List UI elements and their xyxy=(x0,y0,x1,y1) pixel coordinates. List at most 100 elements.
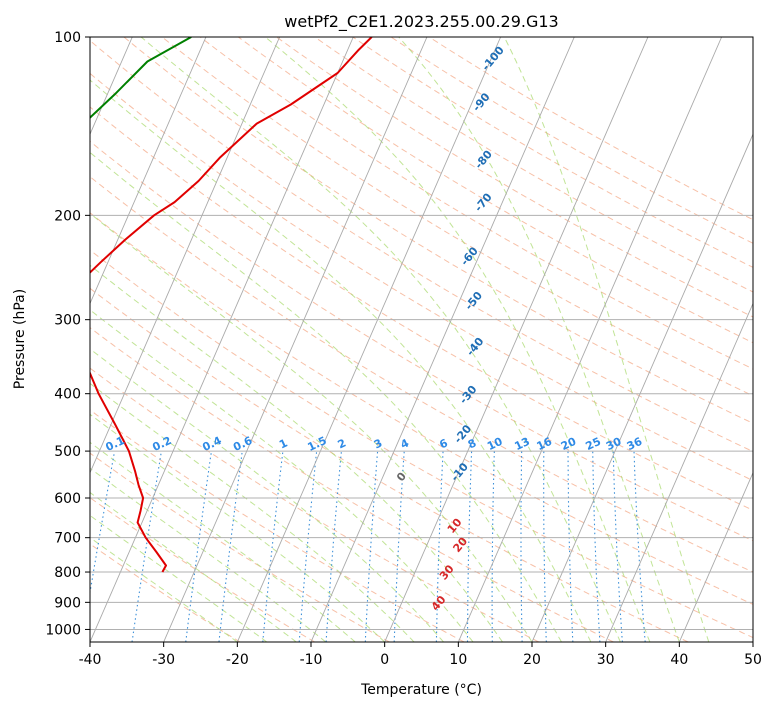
dry-adiabat xyxy=(90,106,753,511)
isotherm-line xyxy=(531,133,753,642)
moist-adiabat xyxy=(90,536,238,642)
dry-adiabat xyxy=(90,140,753,542)
data-series xyxy=(90,37,373,573)
mixing-ratio-line xyxy=(633,451,646,642)
dry-adiabat xyxy=(90,212,753,605)
isotherm-line xyxy=(90,37,207,305)
plot-frame xyxy=(89,36,754,643)
mixing-ratio-label: 6 xyxy=(437,436,450,451)
temperature-profile-line xyxy=(90,37,373,573)
moist-adiabat-label: -90 xyxy=(470,90,493,114)
moist-adiabat xyxy=(90,382,415,642)
mixing-ratio-label: 20 xyxy=(559,435,579,453)
dry-adiabat xyxy=(90,287,689,642)
mixing-ratio-line xyxy=(466,451,473,642)
moist-adiabat xyxy=(140,37,621,642)
y-tick-label: 300 xyxy=(54,313,81,329)
isotherm-line xyxy=(457,37,723,642)
dry-adiabat-label: 40 xyxy=(429,593,449,613)
moist-adiabat-label: -10 xyxy=(448,460,471,484)
mixing-ratio-line xyxy=(325,451,342,642)
isotherm-line xyxy=(384,37,649,642)
y-axis-label: Pressure (hPa) xyxy=(12,289,28,389)
mixing-ratio-label: 36 xyxy=(625,435,645,453)
mixing-ratio-label: 30 xyxy=(604,435,624,453)
isotherm-line xyxy=(90,37,354,642)
background-lines xyxy=(90,37,753,642)
moist-adiabat xyxy=(90,413,386,642)
x-axis-ticks: -40 -30 -20 -10 0 10 20 30 40 50 xyxy=(79,642,762,668)
moist-adiabat xyxy=(90,491,297,642)
dry-adiabat xyxy=(123,37,753,424)
x-tick-label: 10 xyxy=(449,652,467,668)
mixing-ratio-line xyxy=(435,451,444,642)
y-tick-label: 100 xyxy=(54,30,81,46)
moist-adiabat-label: -100 xyxy=(479,44,507,74)
mixing-ratio-label: 1 xyxy=(277,436,289,451)
mixing-ratio-line xyxy=(592,451,601,642)
dry-adiabat xyxy=(390,37,753,244)
mixing-ratio-line xyxy=(262,451,284,642)
pressure-gridlines xyxy=(90,37,753,630)
dry-adiabat xyxy=(275,37,753,318)
isotherm-line xyxy=(163,37,428,642)
mixing-ratio-label: 10 xyxy=(485,435,505,453)
mixing-ratio-line xyxy=(364,451,379,642)
mixing-ratio-label: 4 xyxy=(399,436,412,451)
x-tick-label: 20 xyxy=(523,652,541,668)
dry-adiabat xyxy=(90,39,753,453)
dewpoint-profile-line xyxy=(90,37,192,119)
x-axis-label: Temperature (°C) xyxy=(360,682,482,698)
moist-adiabat xyxy=(90,212,533,642)
moist-adiabat xyxy=(90,151,562,642)
dry-adiabat xyxy=(90,327,614,642)
dry-adiabat-label: 10 xyxy=(445,516,465,536)
mixing-ratio-line xyxy=(90,450,116,596)
mixing-ratio-label: 2 xyxy=(336,436,348,451)
moist-adiabat xyxy=(90,467,327,642)
x-tick-label: 40 xyxy=(670,652,688,668)
mixing-ratio-line xyxy=(543,451,547,642)
mixing-ratio-label: 25 xyxy=(584,435,603,453)
moist-adiabat-label: -30 xyxy=(457,383,480,407)
dry-adiabat xyxy=(90,367,540,642)
chart-title: wetPf2_C2E1.2023.255.00.29.G13 xyxy=(284,12,558,32)
x-tick-label: -40 xyxy=(79,652,102,668)
moist-adiabat xyxy=(264,37,651,642)
dry-adiabat xyxy=(161,37,753,397)
y-axis-ticks: 100 200 300 400 500 600 700 800 900 1000 xyxy=(45,30,90,638)
mixing-ratio-line xyxy=(491,451,495,642)
mixing-ratio-label: 3 xyxy=(372,436,384,451)
x-tick-label: -30 xyxy=(152,652,175,668)
dry-adiabat xyxy=(90,72,753,482)
isotherm-line xyxy=(236,37,502,642)
mixing-ratio-line xyxy=(567,451,574,642)
y-tick-label: 600 xyxy=(54,491,81,507)
moist-adiabat-label: -80 xyxy=(472,148,495,172)
moist-adiabat-label: -70 xyxy=(472,190,495,214)
dry-adiabat xyxy=(351,37,753,268)
y-tick-label: 700 xyxy=(54,531,81,547)
moist-adiabat xyxy=(90,514,268,642)
mixing-ratio-label: 13 xyxy=(513,435,532,453)
dry-adiabat xyxy=(90,452,390,642)
isotherm-line xyxy=(678,471,753,642)
x-tick-label: 0 xyxy=(380,652,389,668)
dry-adiabat xyxy=(237,37,753,344)
moist-adiabat xyxy=(398,37,680,642)
mixing-ratio-label: 16 xyxy=(535,435,555,453)
moist-adiabat-label: -40 xyxy=(464,335,487,359)
dry-adiabat xyxy=(90,249,753,639)
y-tick-label: 200 xyxy=(54,208,81,224)
x-tick-label: 50 xyxy=(744,652,762,668)
isotherm-line xyxy=(90,37,281,474)
y-tick-label: 1000 xyxy=(45,622,81,638)
mixing-ratio-line xyxy=(612,451,623,642)
dry-adiabat-label: 0 xyxy=(394,470,409,484)
y-tick-label: 900 xyxy=(54,595,81,611)
mixing-ratio-line xyxy=(520,451,523,642)
mixing-ratio-line xyxy=(218,451,243,642)
y-tick-label: 500 xyxy=(54,444,81,460)
dry-adiabat-label: 30 xyxy=(437,562,457,582)
